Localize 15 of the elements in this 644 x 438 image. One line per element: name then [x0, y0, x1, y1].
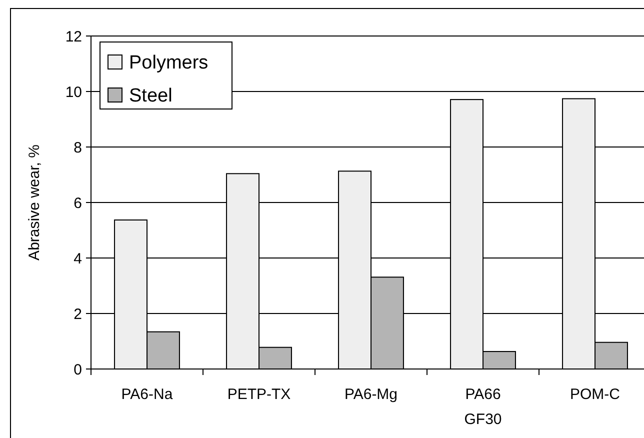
legend-label: Polymers — [129, 52, 208, 74]
x-tick-label: PA6-Mg — [344, 386, 398, 403]
y-tick-label: 4 — [74, 250, 82, 268]
y-tick-label: 8 — [74, 139, 82, 156]
x-tick-label: POM-C — [570, 386, 620, 403]
x-tick-label: PA6-Na — [121, 386, 174, 403]
x-tick-label: PA66 GF30 — [464, 386, 502, 428]
y-axis-title: Abrasive wear, % — [26, 144, 43, 260]
y-tick-label: 0 — [74, 361, 82, 378]
y-tick-label: 12 — [65, 28, 82, 46]
legend-label: Steel — [129, 86, 172, 107]
y-tick-label: 10 — [65, 84, 82, 101]
x-tick-label: PETP-TX — [227, 386, 291, 403]
y-tick-label: 6 — [74, 194, 82, 212]
y-tick-label: 2 — [74, 306, 82, 323]
